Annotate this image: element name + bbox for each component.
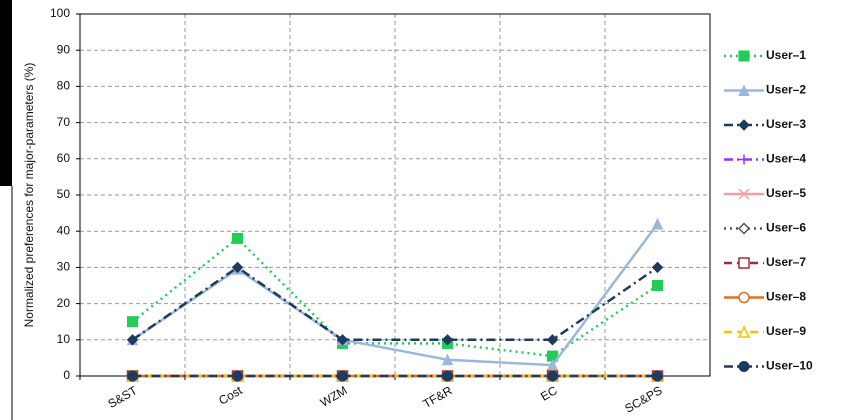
- legend-label: User–2: [766, 83, 806, 97]
- y-tick-label: 60: [57, 151, 71, 165]
- legend-marker: [738, 361, 750, 372]
- legend-marker: [739, 154, 749, 165]
- marker: [337, 370, 348, 382]
- legend-marker: [738, 188, 750, 200]
- y-tick-label: 70: [57, 115, 71, 129]
- series-line: [131, 265, 659, 342]
- marker: [127, 316, 138, 328]
- legend-label: User–4: [766, 152, 806, 166]
- legend-label: User–1: [766, 48, 806, 62]
- y-tick-label: 100: [50, 6, 70, 20]
- legend-marker: [738, 84, 750, 96]
- marker: [442, 370, 453, 382]
- marker: [441, 334, 454, 346]
- legend-label: User–5: [766, 186, 806, 200]
- y-tick-label: 20: [57, 296, 71, 310]
- legend-marker: [738, 291, 750, 304]
- legend-label: User–8: [766, 290, 806, 304]
- marker: [652, 370, 663, 382]
- marker: [127, 370, 138, 382]
- x-tick-label: TF&R: [420, 383, 454, 411]
- y-tick-label: 40: [57, 223, 71, 237]
- x-tick-label: WZM: [318, 383, 350, 409]
- marker: [651, 261, 664, 274]
- y-tick-label: 0: [63, 368, 70, 382]
- x-tick-label: SC&PS: [622, 383, 664, 415]
- legend-label: User–6: [766, 221, 806, 235]
- y-tick-label: 50: [57, 187, 71, 201]
- legend-label: User–7: [766, 255, 806, 269]
- y-axis-label: Normalized preferences for major-paramet…: [22, 63, 36, 328]
- marker: [547, 370, 558, 382]
- marker: [231, 261, 244, 274]
- y-tick-label: 80: [57, 79, 71, 93]
- marker: [651, 217, 664, 230]
- legend-marker: [738, 50, 750, 62]
- x-tick-label: S&ST: [105, 383, 140, 411]
- x-tick-label: Cost: [216, 383, 245, 408]
- legend-marker: [738, 257, 750, 269]
- marker: [546, 334, 559, 346]
- series-line: [131, 223, 659, 367]
- x-tick-label: EC: [538, 383, 560, 404]
- y-tick-label: 30: [57, 260, 71, 274]
- legend-marker: [737, 222, 751, 235]
- y-tick-label: 10: [57, 332, 71, 346]
- legend-marker: [738, 119, 750, 131]
- marker: [441, 353, 454, 366]
- marker: [652, 280, 663, 291]
- marker: [232, 232, 243, 244]
- edge-bar: [0, 0, 12, 186]
- marker: [336, 334, 349, 346]
- legend-label: User–9: [766, 324, 806, 338]
- marker: [126, 334, 139, 346]
- series: [127, 370, 663, 382]
- series: [126, 261, 664, 346]
- legend-marker: [737, 325, 751, 338]
- marker: [232, 370, 243, 382]
- y-tick-label: 90: [57, 42, 71, 56]
- legend-label: User–10: [766, 359, 813, 373]
- legend-label: User–3: [766, 117, 806, 131]
